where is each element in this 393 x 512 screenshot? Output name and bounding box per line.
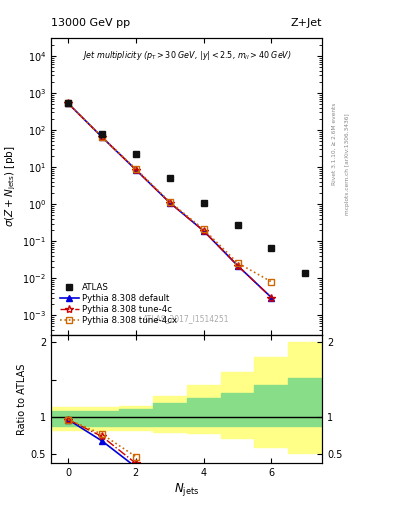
Text: ATLAS_2017_I1514251: ATLAS_2017_I1514251: [143, 314, 230, 323]
Pythia 8.308 tune-4c: [66, 100, 70, 106]
Pythia 8.308 tune-4c: [134, 167, 138, 173]
Pythia 8.308 tune-4cx: [201, 226, 206, 232]
Pythia 8.308 tune-4cx: [134, 166, 138, 172]
Pythia 8.308 default: [201, 228, 206, 234]
Pythia 8.308 tune-4c: [167, 200, 172, 206]
Text: Jet multiplicity ($p_{\rm T} > 30$ GeV, $|y| < 2.5$, $m_{ll} > 40$ GeV): Jet multiplicity ($p_{\rm T} > 30$ GeV, …: [82, 49, 292, 62]
Pythia 8.308 default: [99, 134, 104, 140]
Pythia 8.308 default: [167, 200, 172, 206]
Text: 13000 GeV pp: 13000 GeV pp: [51, 18, 130, 28]
Pythia 8.308 tune-4c: [269, 294, 274, 301]
Pythia 8.308 default: [235, 263, 240, 269]
ATLAS: [167, 175, 172, 181]
Pythia 8.308 default: [134, 167, 138, 173]
Pythia 8.308 tune-4c: [235, 263, 240, 269]
ATLAS: [235, 222, 240, 228]
Line: Pythia 8.308 tune-4c: Pythia 8.308 tune-4c: [64, 99, 275, 302]
ATLAS: [134, 152, 138, 158]
Pythia 8.308 tune-4cx: [235, 260, 240, 266]
Line: Pythia 8.308 default: Pythia 8.308 default: [65, 100, 275, 301]
Y-axis label: $\sigma(Z + N_{\rm jets})$ [pb]: $\sigma(Z + N_{\rm jets})$ [pb]: [4, 146, 18, 227]
Line: ATLAS: ATLAS: [64, 100, 309, 276]
Pythia 8.308 tune-4cx: [269, 279, 274, 285]
Pythia 8.308 tune-4cx: [66, 100, 70, 106]
ATLAS: [269, 245, 274, 251]
Line: Pythia 8.308 tune-4cx: Pythia 8.308 tune-4cx: [65, 100, 274, 285]
ATLAS: [66, 100, 70, 106]
ATLAS: [303, 270, 308, 276]
Pythia 8.308 default: [66, 100, 70, 106]
Text: Rivet 3.1.10, ≥ 2.6M events: Rivet 3.1.10, ≥ 2.6M events: [332, 102, 337, 184]
Pythia 8.308 tune-4cx: [167, 199, 172, 205]
Text: Z+Jet: Z+Jet: [291, 18, 322, 28]
X-axis label: $N_{\rm jets}$: $N_{\rm jets}$: [174, 481, 199, 498]
Pythia 8.308 default: [269, 294, 274, 301]
Text: mcplots.cern.ch [arXiv:1306.3436]: mcplots.cern.ch [arXiv:1306.3436]: [345, 113, 350, 215]
Pythia 8.308 tune-4c: [201, 228, 206, 234]
Y-axis label: Ratio to ATLAS: Ratio to ATLAS: [17, 364, 27, 435]
ATLAS: [99, 131, 104, 137]
ATLAS: [201, 200, 206, 206]
Legend: ATLAS, Pythia 8.308 default, Pythia 8.308 tune-4c, Pythia 8.308 tune-4cx: ATLAS, Pythia 8.308 default, Pythia 8.30…: [57, 280, 181, 329]
Pythia 8.308 tune-4cx: [99, 134, 104, 140]
Pythia 8.308 tune-4c: [99, 134, 104, 140]
